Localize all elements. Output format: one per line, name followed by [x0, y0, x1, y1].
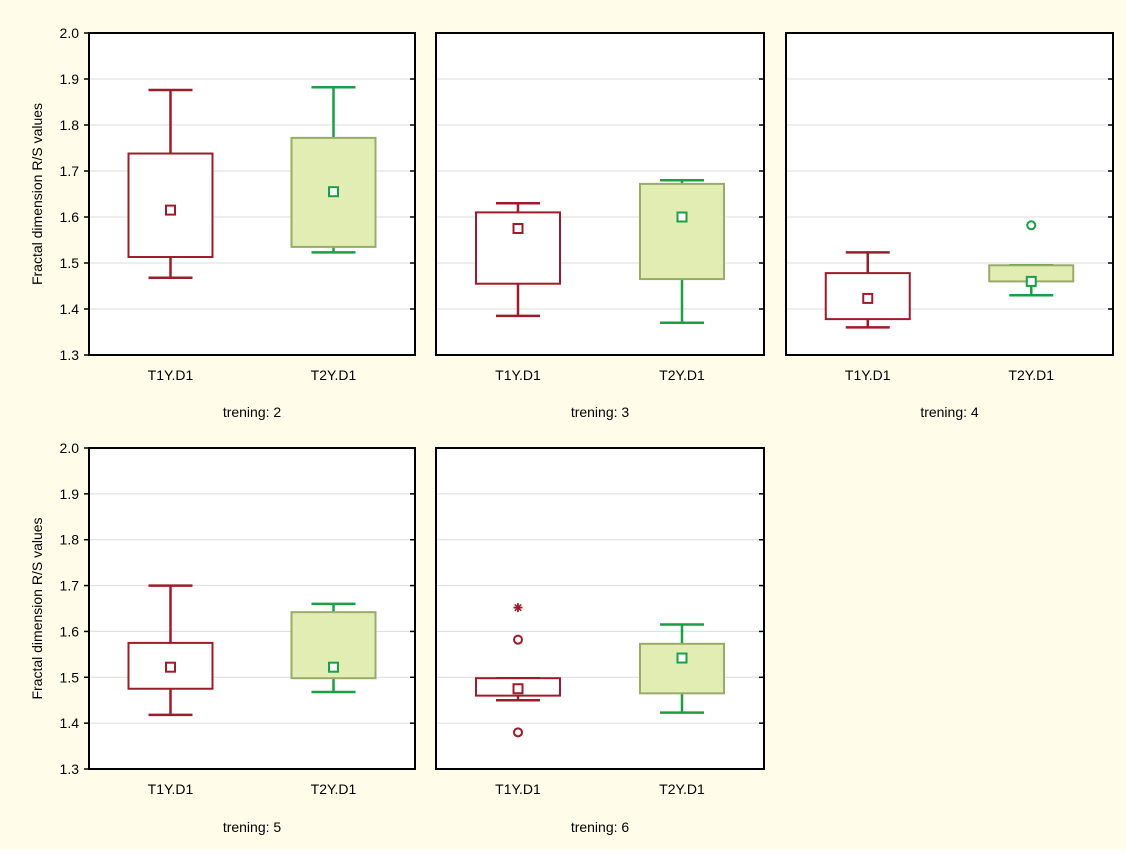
median-marker: [862, 292, 874, 304]
outlier-point: [513, 634, 523, 645]
median-marker: [328, 661, 339, 673]
median-marker: [676, 652, 688, 664]
y-tick-label: 2.0: [60, 440, 80, 456]
y-tick-label: 1.8: [60, 532, 80, 548]
panel-2: T1Y.D1 T2Y.D1 trening: 3: [435, 32, 765, 420]
x-tick-label: T2Y.D1: [659, 367, 705, 383]
plot-frame: [88, 447, 416, 770]
extreme-point: [513, 603, 523, 613]
y-tick-label: 1.6: [60, 623, 80, 639]
y-tick-label: 2.0: [60, 25, 80, 41]
box-t1y-d1: [127, 88, 214, 279]
box-t2y-d1: [988, 220, 1075, 297]
plot-area: [436, 448, 764, 769]
median-marker: [165, 661, 176, 673]
median-marker: [328, 186, 339, 198]
box-t1y-d1: [475, 201, 561, 318]
x-tick-label: T1Y.D1: [845, 367, 891, 383]
box-iqr: [824, 272, 911, 321]
panel-1: 1.3 1.4 1.5 1.6 1.7 1.8 1.9 2.0 Fractal dimensio…: [29, 25, 416, 420]
y-tick-label: 1.6: [60, 209, 80, 225]
extreme-stroke: [514, 603, 522, 612]
x-tick-label: T2Y.D1: [659, 781, 705, 797]
box-t2y-d1: [639, 623, 725, 714]
y-axis-label: Fractal dimension R/S values: [29, 103, 45, 285]
y-tick-label: 1.7: [60, 578, 80, 594]
x-tick-label: T2Y.D1: [311, 781, 357, 797]
plot-frame: [88, 32, 416, 356]
box-t1y-d1: [824, 251, 911, 329]
y-tick-label: 1.3: [60, 761, 80, 777]
x-tick-label: T1Y.D1: [495, 781, 541, 797]
y-tick-label: 1.4: [60, 301, 80, 317]
plot-area: [89, 448, 415, 769]
panel-title: trening: 3: [571, 404, 630, 420]
y-tick-label: 1.5: [60, 669, 80, 685]
y-tick-label: 1.9: [60, 486, 80, 502]
median-marker: [676, 211, 688, 223]
x-tick-label: T1Y.D1: [148, 367, 194, 383]
box-iqr: [639, 642, 725, 695]
y-tick-label: 1.9: [60, 71, 80, 87]
plot-frame: [435, 32, 765, 356]
median-marker: [512, 683, 524, 695]
plot-frame: [435, 447, 765, 770]
panel-title: trening: 4: [920, 404, 979, 420]
outlier-point: [1026, 220, 1037, 231]
y-axis-label: Fractal dimension R/S values: [29, 517, 45, 699]
box-t2y-d1: [290, 602, 377, 694]
box-t1y-d1: [127, 584, 214, 717]
y-tick-label: 1.4: [60, 715, 80, 731]
box-t2y-d1: [290, 86, 377, 254]
panel-title: trening: 5: [223, 819, 282, 835]
box-iqr: [639, 182, 725, 281]
y-tick-label: 1.8: [60, 117, 80, 133]
panel-title: trening: 6: [571, 819, 630, 835]
x-tick-label: T2Y.D1: [311, 367, 357, 383]
panel-5: T1Y.D1 T2Y.D1 trening: 6: [435, 447, 765, 835]
y-tick-label: 1.5: [60, 255, 80, 271]
median-marker: [512, 223, 524, 234]
panel-3: T1Y.D1 T2Y.D1 trening: 4: [785, 32, 1114, 420]
median-marker: [165, 204, 176, 216]
x-tick-label: T1Y.D1: [495, 367, 541, 383]
y-tick-label: 1.7: [60, 163, 80, 179]
outlier-point: [513, 727, 523, 738]
panel-title: trening: 2: [223, 404, 282, 420]
x-tick-label: T1Y.D1: [148, 781, 194, 797]
y-tick-label: 1.3: [60, 347, 80, 363]
box-t1y-d1: [475, 603, 561, 738]
median-marker: [1025, 275, 1037, 287]
plot-frame: [785, 32, 1114, 356]
panel-4: 1.3 1.4 1.5 1.6 1.7 1.8 1.9 2.0 Fractal dimensio…: [29, 440, 416, 835]
box-t2y-d1: [639, 178, 725, 325]
x-tick-label: T2Y.D1: [1008, 367, 1054, 383]
